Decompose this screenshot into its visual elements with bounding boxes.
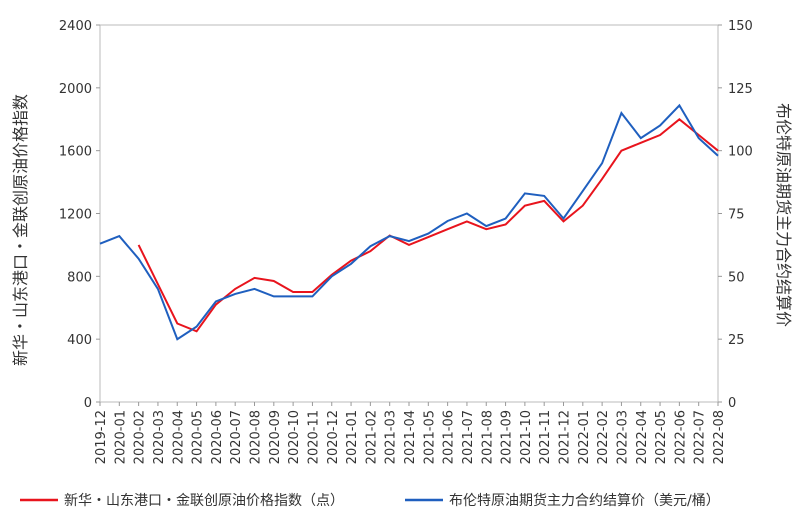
y-axis-label: 新华・山东港口・金联创原油价格指数: [11, 94, 30, 366]
y-tick-label: 0: [84, 396, 92, 411]
y-tick-label: 1200: [59, 208, 92, 223]
x-tick-label: 2020-11: [306, 410, 321, 464]
series-line: [99, 103, 719, 341]
x-tick-label: 2020-10: [287, 410, 302, 464]
x-tick-label: 2020-04: [171, 410, 186, 464]
x-tick-label: 2019-12: [94, 410, 109, 464]
legend-label: 新华・山东港口・金联创原油价格指数（点）: [64, 493, 344, 509]
x-tick-label: 2021-11: [538, 410, 553, 464]
x-tick-label: 2020-12: [326, 410, 341, 464]
x-tick-label: 2022-02: [596, 410, 611, 464]
y-tick-label: 400: [67, 333, 92, 348]
x-tick-label: 2021-08: [480, 410, 495, 464]
x-tick-label: 2021-05: [422, 410, 437, 464]
y2-axis-label: 布伦特原油期货主力合约结算价: [774, 103, 793, 327]
y-tick-label: 1600: [59, 145, 92, 160]
x-tick-label: 2021-10: [519, 410, 534, 464]
x-tick-label: 2020-06: [210, 410, 225, 464]
plot-frame: [99, 24, 719, 403]
legend-label: 布伦特原油期货主力合约结算价（美元/桶）: [449, 492, 720, 509]
x-tick-label: 2022-06: [673, 410, 688, 464]
y-tick-label: 800: [67, 270, 92, 285]
x-tick-label: 2021-01: [345, 410, 360, 464]
x-tick-label: 2020-03: [152, 410, 167, 464]
y2-tick-label: 25: [728, 333, 745, 348]
x-tick-label: 2020-02: [133, 410, 148, 464]
x-tick-label: 2022-04: [635, 410, 650, 464]
y2-tick-label: 125: [728, 82, 753, 97]
x-tick-label: 2022-01: [577, 410, 592, 464]
x-tick-label: 2021-02: [364, 410, 379, 464]
y2-tick-label: 100: [728, 145, 753, 160]
x-tick-label: 2022-07: [693, 410, 708, 464]
x-tick-label: 2021-03: [384, 410, 399, 464]
y-tick-label: 2000: [59, 82, 92, 97]
x-tick-label: 2022-08: [712, 410, 727, 464]
y2-tick-label: 75: [728, 208, 745, 223]
x-tick-label: 2020-08: [249, 410, 264, 464]
x-tick-label: 2021-12: [558, 410, 573, 464]
x-tick-label: 2020-07: [229, 410, 244, 464]
x-tick-label: 2021-06: [442, 410, 457, 464]
x-tick-label: 2020-01: [113, 410, 128, 464]
x-tick-label: 2022-05: [654, 410, 669, 464]
series-line: [137, 118, 719, 333]
y-tick-label: 2400: [59, 19, 92, 34]
y2-tick-label: 150: [728, 19, 753, 34]
x-tick-label: 2022-03: [615, 410, 630, 464]
x-tick-label: 2020-09: [268, 410, 283, 464]
x-tick-label: 2021-04: [403, 410, 418, 464]
y2-tick-label: 50: [728, 270, 745, 285]
x-tick-label: 2021-07: [461, 410, 476, 464]
y2-tick-label: 0: [728, 396, 736, 411]
x-tick-label: 2020-05: [191, 410, 206, 464]
x-tick-label: 2021-09: [500, 410, 515, 464]
